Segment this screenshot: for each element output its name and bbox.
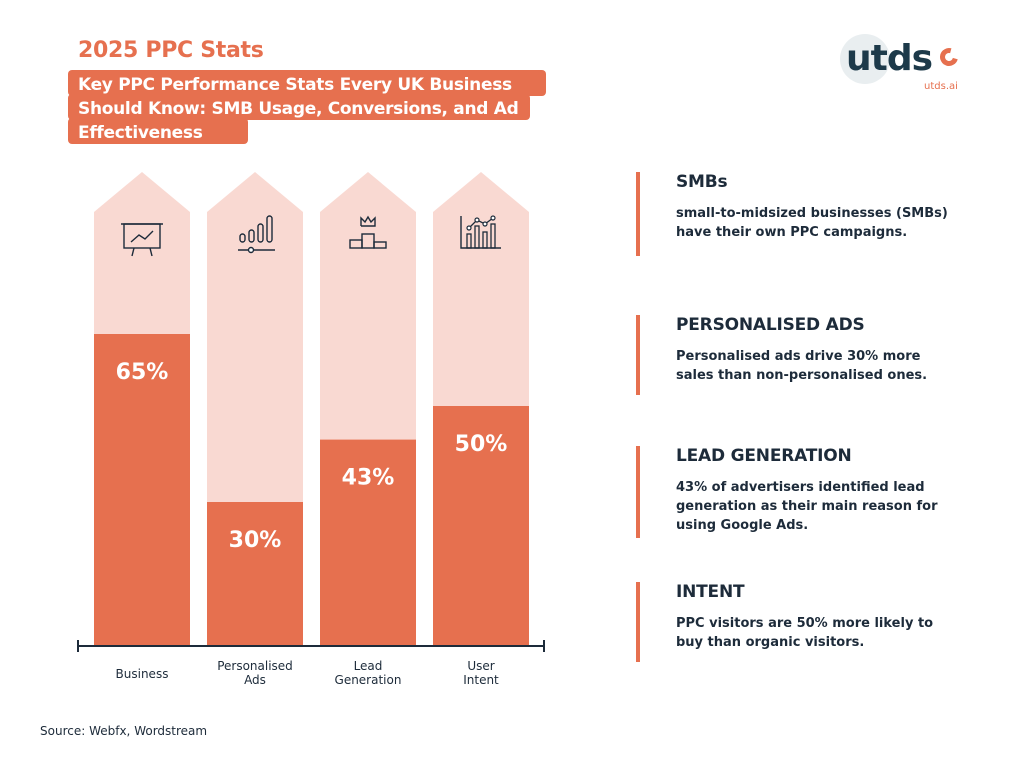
podium-crown-icon — [349, 215, 387, 249]
stat-title: INTENT — [676, 582, 745, 602]
stat-lead-generation: LEAD GENERATION 43% of advertisers ident… — [636, 446, 956, 538]
stat-title: PERSONALISED ADS — [676, 315, 865, 335]
logo-wordmark: utds — [846, 38, 933, 79]
bar — [433, 406, 529, 646]
stat-title: LEAD GENERATION — [676, 446, 852, 466]
line-bar-chart-icon — [460, 215, 501, 249]
stat-smbs: SMBs small-to-midsized businesses (SMBs)… — [636, 172, 956, 258]
presentation-chart-icon — [121, 223, 163, 257]
logo-domain: utds.ai — [924, 81, 958, 92]
data-label: 65% — [116, 360, 169, 385]
subtitle-text: Key PPC Performance Stats Every UK Busin… — [78, 75, 519, 143]
stat-intent: INTENT PPC visitors are 50% more likely … — [636, 582, 956, 662]
x-tick-label: Lead Generation — [335, 659, 402, 687]
stat-text: PPC visitors are 50% more likely to buy … — [676, 616, 934, 650]
bar — [207, 502, 303, 646]
x-tick-label: Personalised Ads — [217, 659, 293, 687]
logo-ring-icon — [936, 44, 962, 70]
stat-text: Personalised ads drive 30% more sales th… — [676, 349, 928, 383]
stat-title: SMBs — [676, 172, 728, 192]
bar — [94, 334, 190, 646]
stat-personalised-ads: PERSONALISED ADS Personalised ads drive … — [636, 315, 956, 395]
x-tick-label: Business — [116, 667, 169, 681]
bar-slider-icon — [238, 215, 275, 254]
data-label: 30% — [229, 528, 282, 553]
x-tick-label: User Intent — [463, 659, 499, 687]
bar — [320, 439, 416, 646]
subtitle-banner: Key PPC Performance Stats Every UK Busin… — [68, 70, 546, 146]
data-label: 43% — [342, 466, 395, 491]
source-note: Source: Webfx, Wordstream — [40, 724, 208, 738]
stat-text: 43% of advertisers identified lead gener… — [676, 480, 938, 533]
stat-text: small-to-midsized businesses (SMBs) have… — [676, 206, 948, 240]
bar-chart: 65% Business 30% Personalised Ads 43% Lead Gene… — [77, 172, 545, 687]
page-title: 2025 PPC Stats — [78, 38, 264, 63]
data-label: 50% — [455, 432, 508, 457]
brand-logo: utds utds.ai — [840, 34, 970, 94]
